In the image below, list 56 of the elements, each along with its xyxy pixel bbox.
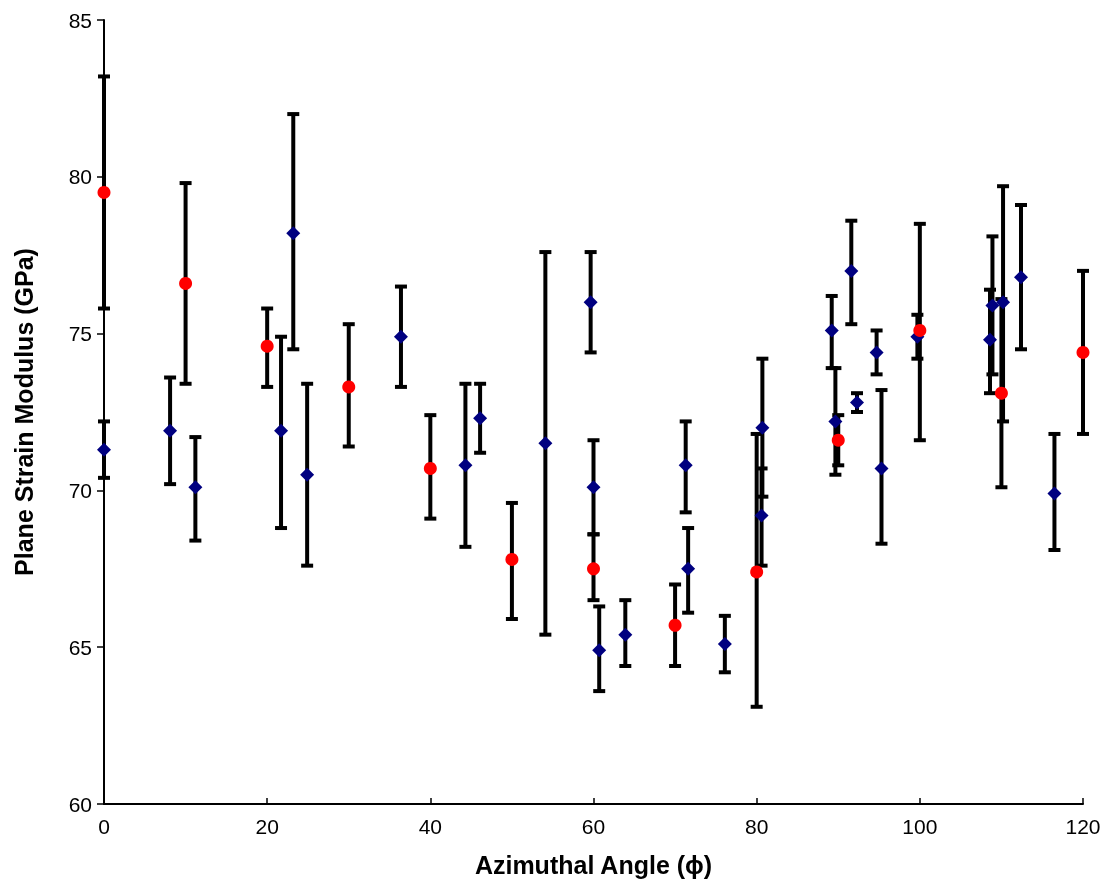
point: [824, 323, 839, 338]
point: [274, 423, 289, 438]
point: [592, 643, 607, 658]
point: [188, 480, 203, 495]
point: [179, 276, 193, 290]
x-tick-label: 60: [581, 815, 606, 838]
point: [473, 411, 488, 426]
point: [97, 442, 111, 457]
x-tick-label: 0: [98, 815, 110, 838]
x-tick-label: 100: [902, 815, 938, 838]
y-tick-label: 60: [68, 792, 92, 816]
y-tick-label: 85: [68, 8, 92, 32]
y-tick-label: 75: [68, 322, 92, 346]
point: [393, 329, 408, 344]
point: [750, 565, 764, 579]
point: [985, 298, 1000, 313]
y-tick-label: 65: [68, 635, 92, 659]
point: [1014, 270, 1028, 285]
point: [982, 332, 997, 347]
point: [844, 263, 859, 278]
point: [994, 386, 1008, 400]
point: [342, 380, 356, 394]
point: [755, 420, 770, 435]
point: [423, 461, 437, 475]
x-tick-label: 40: [418, 815, 443, 838]
point: [869, 345, 884, 360]
point: [874, 461, 889, 476]
x-axis-title: Azimuthal Angle (ϕ): [474, 850, 713, 879]
point: [458, 458, 473, 473]
point: [913, 323, 927, 337]
point: [678, 458, 693, 473]
point: [754, 508, 769, 523]
point: [586, 480, 601, 495]
point: [286, 226, 301, 241]
point: [717, 637, 732, 652]
y-tick-label: 80: [68, 165, 92, 189]
point: [668, 618, 682, 632]
y-axis-title: Plane Strain Modulus (GPa): [9, 248, 38, 576]
point: [538, 436, 553, 451]
point: [1076, 345, 1090, 359]
point: [505, 552, 519, 566]
point: [583, 295, 598, 310]
x-tick-label: 120: [1065, 815, 1101, 838]
point: [850, 395, 865, 410]
point: [300, 467, 315, 482]
point: [587, 562, 600, 576]
point: [260, 339, 274, 353]
x-tick-label: 20: [255, 815, 279, 838]
point: [1047, 486, 1062, 501]
point: [618, 627, 633, 642]
point: [831, 433, 845, 447]
point: [163, 423, 178, 438]
x-tick-label: 80: [744, 815, 769, 838]
point: [97, 185, 111, 199]
point: [681, 561, 696, 576]
y-tick-label: 70: [68, 478, 92, 502]
